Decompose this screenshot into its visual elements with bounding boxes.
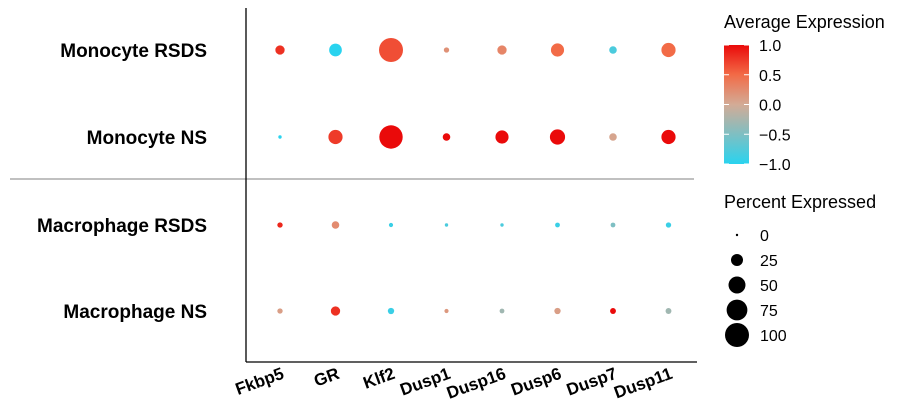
- size-legend-dot: [726, 299, 748, 321]
- size-legend-dot: [735, 233, 739, 237]
- color-legend-title: Average Expression: [724, 12, 885, 32]
- size-legend-title: Percent Expressed: [724, 192, 876, 212]
- color-tick-label: 0.5: [759, 68, 781, 85]
- dot-macrophage-rsds-dusp16: [500, 223, 504, 227]
- dot-monocyte-rsds-fkbp5: [275, 45, 285, 55]
- column-label-dusp6: Dusp6: [509, 364, 564, 400]
- column-label-dusp16: Dusp16: [444, 364, 508, 403]
- dot-monocyte-ns-klf2: [379, 125, 403, 149]
- size-legend-label: 50: [760, 278, 778, 295]
- column-label-dusp7: Dusp7: [564, 364, 619, 400]
- row-label-monocyte-rsds: Monocyte RSDS: [60, 41, 207, 62]
- dot-macrophage-rsds-dusp1: [444, 223, 449, 227]
- dot-monocyte-ns-dusp7: [609, 133, 617, 141]
- dot-macrophage-rsds-klf2: [388, 222, 394, 228]
- dot-monocyte-ns-dusp1: [442, 133, 451, 141]
- size-legend-label: 75: [760, 303, 778, 320]
- dot-monocyte-rsds-dusp7: [609, 46, 617, 54]
- row-label-macrophage-ns: Macrophage NS: [63, 302, 207, 323]
- dot-monocyte-rsds-dusp6: [550, 43, 565, 57]
- dot-macrophage-ns-dusp16: [499, 308, 505, 314]
- dot-macrophage-rsds-dusp6: [555, 222, 560, 228]
- column-label-gr: GR: [311, 364, 341, 391]
- dots: [275, 38, 676, 316]
- column-label-klf2: Klf2: [361, 364, 398, 393]
- dot-macrophage-rsds-dusp7: [610, 222, 616, 228]
- dot-monocyte-ns-dusp16: [495, 130, 509, 144]
- dot-monocyte-ns-fkbp5: [278, 135, 282, 139]
- dot-macrophage-ns-fkbp5: [277, 308, 283, 314]
- dot-macrophage-ns-dusp1: [444, 308, 449, 314]
- dot-macrophage-rsds-dusp11: [665, 222, 672, 228]
- size-legend: Percent Expressed 0 25 50 75 100: [724, 192, 876, 347]
- color-tick-label: 0.0: [759, 98, 781, 115]
- dot-monocyte-rsds-gr: [329, 43, 342, 57]
- color-tick-label: −0.5: [759, 127, 791, 144]
- dot-macrophage-rsds-gr: [331, 221, 340, 229]
- column-label-dusp1: Dusp1: [398, 364, 453, 400]
- row-label-monocyte-ns: Monocyte NS: [87, 128, 207, 149]
- column-label-fkbp5: Fkbp5: [233, 364, 287, 399]
- size-legend-label: 25: [760, 253, 778, 270]
- size-legend-dot: [731, 254, 743, 266]
- size-legend-dot: [728, 276, 746, 294]
- color-tick-label: 1.0: [759, 38, 781, 55]
- dot-monocyte-ns-dusp6: [549, 129, 566, 145]
- dot-monocyte-ns-gr: [328, 129, 343, 145]
- dot-monocyte-rsds-dusp16: [497, 45, 507, 55]
- column-label-dusp11: Dusp11: [612, 364, 675, 403]
- size-legend-dot: [725, 323, 749, 347]
- dot-macrophage-rsds-fkbp5: [277, 222, 283, 228]
- row-labels: Monocyte RSDS Monocyte NS Macrophage RSDS M…: [37, 41, 207, 323]
- size-legend-label: 0: [760, 228, 769, 245]
- dot-monocyte-rsds-dusp1: [443, 47, 450, 53]
- size-legend-label: 100: [760, 328, 787, 345]
- dot-monocyte-ns-dusp11: [661, 129, 676, 145]
- row-label-macrophage-rsds: Macrophage RSDS: [37, 216, 207, 237]
- dot-monocyte-rsds-klf2: [379, 38, 403, 62]
- dot-macrophage-ns-klf2: [387, 307, 395, 315]
- dot-macrophage-ns-gr: [330, 306, 341, 316]
- dot-monocyte-rsds-dusp11: [661, 42, 676, 58]
- dot-macrophage-ns-dusp7: [610, 308, 616, 314]
- dot-macrophage-ns-dusp11: [665, 308, 672, 314]
- color-tick-label: −1.0: [759, 157, 791, 174]
- color-legend: Average Expression 1.0 0.5 0.0 −0.5 −1.0: [724, 12, 885, 174]
- dot-macrophage-ns-dusp6: [554, 307, 561, 315]
